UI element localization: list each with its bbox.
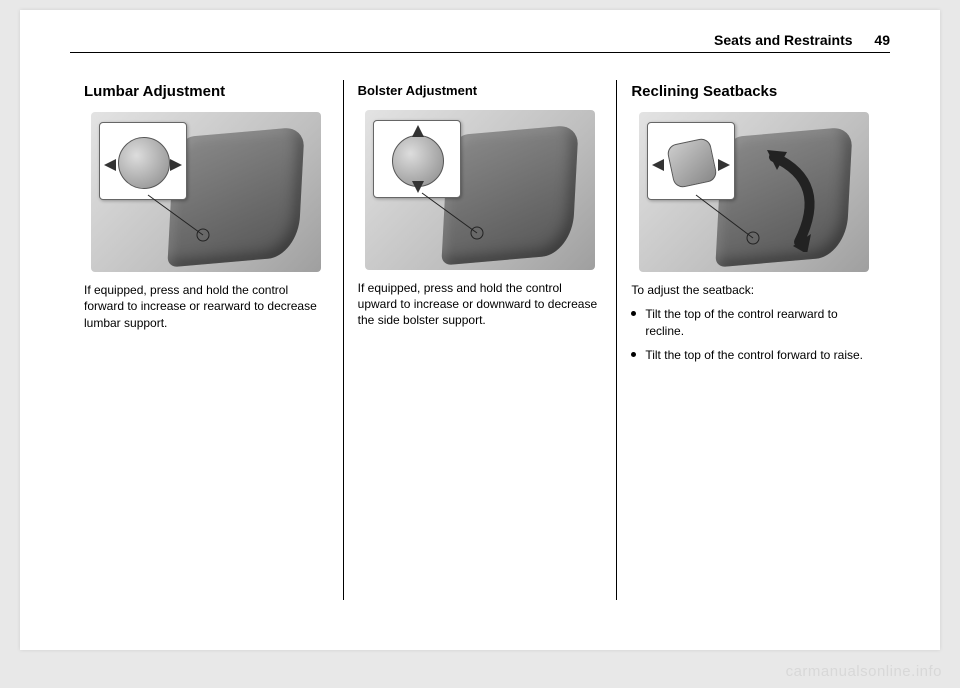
watermark-text: carmanualsonline.info — [786, 663, 942, 680]
manual-page: Seats and Restraints 49 Lumbar Adjustmen… — [20, 10, 940, 650]
lumbar-body: If equipped, press and hold the control … — [84, 282, 329, 331]
recline-lead: To adjust the seatback: — [631, 282, 876, 298]
bolster-control-callout — [373, 120, 461, 198]
content-columns: Lumbar Adjustment If equipped, press and… — [70, 80, 890, 600]
page-number: 49 — [874, 32, 890, 48]
callout-leader-line — [417, 188, 507, 248]
lumbar-dial-icon — [118, 137, 170, 189]
list-item: Tilt the top of the control forward to r… — [631, 347, 876, 363]
recline-control-callout — [647, 122, 735, 200]
lumbar-figure — [91, 112, 321, 272]
column-lumbar: Lumbar Adjustment If equipped, press and… — [70, 80, 343, 600]
recline-bullet-list: Tilt the top of the control rearward to … — [631, 306, 876, 363]
bolster-figure — [365, 110, 595, 270]
section-title: Seats and Restraints — [714, 32, 853, 48]
callout-leader-line — [691, 190, 781, 250]
column-recline: Reclining Seatbacks To — [617, 80, 890, 600]
page-header: Seats and Restraints 49 — [70, 32, 890, 53]
recline-switch-icon — [666, 137, 718, 189]
list-item: Tilt the top of the control rearward to … — [631, 306, 876, 338]
recline-heading: Reclining Seatbacks — [631, 82, 876, 102]
callout-leader-line — [143, 190, 233, 250]
column-bolster: Bolster Adjustment If equipped, press an… — [343, 80, 618, 600]
bolster-body: If equipped, press and hold the control … — [358, 280, 603, 329]
lumbar-control-callout — [99, 122, 187, 200]
lumbar-heading: Lumbar Adjustment — [84, 82, 329, 102]
recline-figure — [639, 112, 869, 272]
bolster-heading: Bolster Adjustment — [358, 82, 603, 100]
bolster-dial-icon — [392, 135, 444, 187]
